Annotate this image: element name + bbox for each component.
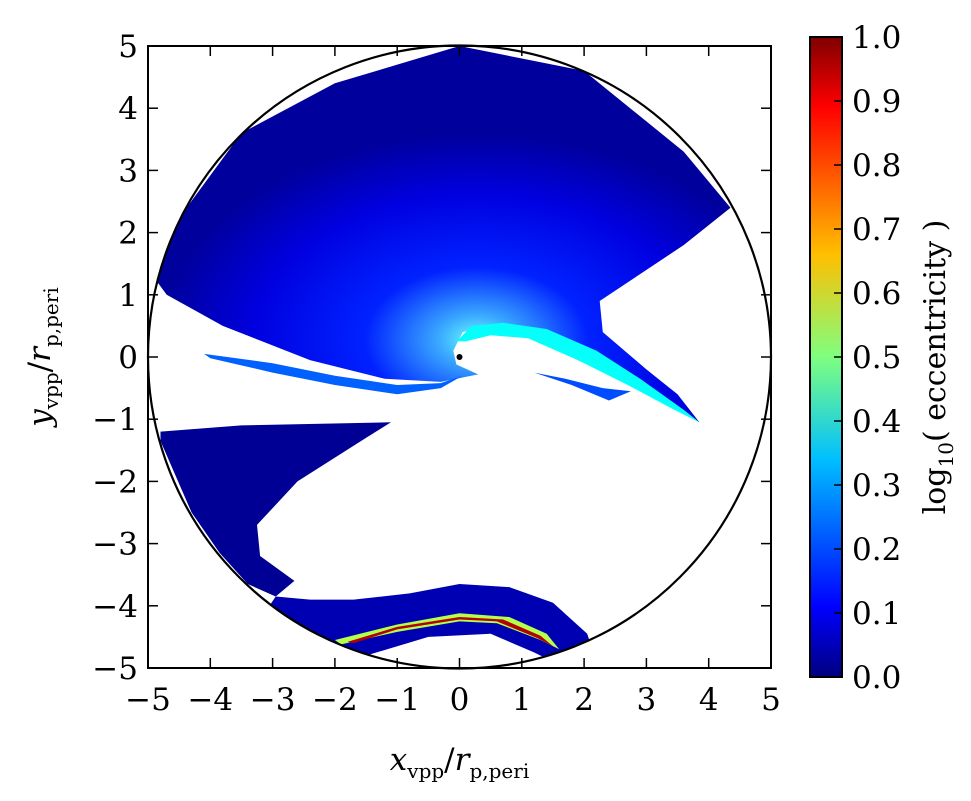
region-inner-arm: [456, 322, 700, 423]
colorbar-tick-label: 0.8: [852, 148, 901, 184]
y-tick-label: 0: [118, 340, 138, 376]
axis-ticks: [147, 45, 772, 669]
colorbar-tick-label: 0.2: [852, 532, 901, 568]
region-right-filament: [534, 372, 631, 401]
y-tick-label: 4: [118, 91, 138, 127]
y-tick-label: 2: [118, 216, 138, 252]
y-tick-label: 1: [118, 278, 138, 314]
y-tick-label: 5: [118, 29, 138, 65]
y-tick-label: −2: [92, 464, 138, 500]
colorbar-tick-label: 0.3: [852, 468, 901, 504]
y-tick-labels: −5 −4 −3 −2 −1 0 1 2 3 4 5: [92, 29, 138, 687]
y-tick-label: −3: [92, 527, 138, 563]
x-tick-label: 2: [574, 682, 594, 718]
colorbar-tick-label: 0.0: [852, 660, 901, 696]
colorbar-tick-label: 0.1: [852, 596, 901, 632]
colorbar-ticks: [834, 36, 842, 678]
y-axis-label: yvpp/rp,peri: [22, 287, 63, 428]
heatmap-regions: [153, 46, 731, 665]
colorbar-tick-label: 1.0: [852, 20, 901, 56]
colorbar-tick-label: 0.9: [852, 84, 901, 120]
x-tick-label: 0: [450, 682, 470, 718]
x-tick-label: −5: [125, 682, 171, 718]
region-upper-lobe: [153, 46, 731, 423]
plot-area: [146, 44, 773, 670]
region-bottom-arc-core: [347, 617, 553, 647]
x-tick-label: −2: [312, 682, 358, 718]
x-tick-labels: −5 −4 −3 −2 −1 0 1 2 3 4 5: [125, 682, 781, 718]
x-tick-label: 3: [637, 682, 657, 718]
x-tick-label: 5: [761, 682, 781, 718]
central-point: [456, 354, 463, 360]
colorbar-label: log10( eccentricity ): [918, 220, 958, 515]
region-left-band: [160, 422, 391, 597]
x-tick-label: 4: [699, 682, 719, 718]
y-tick-label: −5: [92, 651, 138, 687]
x-tick-label: −3: [250, 682, 296, 718]
colorbar: 0.0 0.1 0.2 0.3 0.4 0.5 0.6 0.7 0.8 0.9 1.0 log10(…: [809, 20, 958, 696]
y-tick-label: −1: [92, 402, 138, 438]
colorbar-tick-label: 0.5: [852, 340, 901, 376]
x-tick-label: 1: [512, 682, 532, 718]
region-left-filament: [204, 353, 463, 395]
y-tick-label: −4: [92, 589, 138, 625]
x-tick-label: −4: [187, 682, 233, 718]
colorbar-tick-label: 0.4: [852, 404, 901, 440]
x-axis-label: xvpp/rp,peri: [390, 742, 529, 783]
colorbar-tick-label: 0.6: [852, 276, 901, 312]
y-tick-label: 3: [118, 153, 138, 189]
colorbar-tick-label: 0.7: [852, 212, 901, 248]
x-tick-label: −1: [374, 682, 420, 718]
colorbar-tick-labels: 0.0 0.1 0.2 0.3 0.4 0.5 0.6 0.7 0.8 0.9 1.0: [852, 20, 901, 696]
